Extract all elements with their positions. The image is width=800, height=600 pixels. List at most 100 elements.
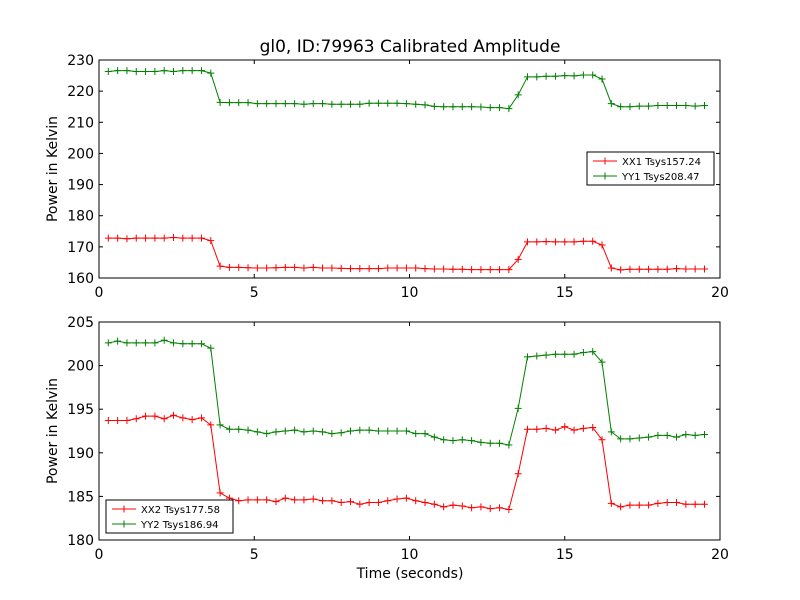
data-point	[402, 264, 410, 272]
data-point	[291, 100, 299, 108]
data-point	[402, 427, 410, 435]
data-point	[579, 237, 587, 245]
data-point	[179, 67, 187, 75]
data-point	[160, 67, 168, 75]
data-point	[542, 72, 550, 80]
data-point	[617, 503, 625, 511]
data-point	[570, 426, 578, 434]
data-point	[104, 417, 112, 425]
x-tick-label: 15	[556, 547, 574, 563]
data-point	[281, 494, 289, 502]
data-point	[132, 415, 140, 423]
data-point	[272, 100, 280, 108]
data-point	[216, 262, 224, 270]
data-point	[673, 101, 681, 109]
data-point	[235, 425, 243, 433]
data-point	[430, 265, 438, 273]
data-point	[384, 264, 392, 272]
data-point	[523, 73, 531, 81]
legend-label: XX1 Tsys157.24	[622, 157, 701, 168]
data-point	[645, 102, 653, 110]
data-point	[458, 103, 466, 111]
data-point	[244, 99, 252, 107]
data-point	[477, 103, 485, 111]
data-point	[598, 436, 606, 444]
data-point	[645, 433, 653, 441]
data-point	[356, 265, 364, 273]
data-point	[533, 238, 541, 246]
data-point	[347, 498, 355, 506]
data-point	[421, 101, 429, 109]
data-point	[673, 499, 681, 507]
data-point	[673, 433, 681, 441]
data-point	[421, 430, 429, 438]
data-point	[561, 423, 569, 431]
data-point	[635, 434, 643, 442]
data-point	[477, 438, 485, 446]
data-point	[142, 412, 150, 420]
data-point	[496, 104, 504, 112]
data-point	[430, 433, 438, 441]
y-tick-label: 200	[67, 146, 94, 162]
data-point	[291, 496, 299, 504]
data-point	[635, 265, 643, 273]
legend-label: YY2 Tsys186.94	[140, 520, 219, 531]
y-tick-label: 190	[67, 446, 94, 462]
series-YY1 Tsys208.47	[104, 67, 708, 113]
x-axis-label: Time (seconds)	[356, 566, 464, 582]
bottom-plot-panel: 0 5 10 15 20 180 185 190 195 200 205 Power in Kelvi…	[45, 315, 729, 563]
data-point	[225, 425, 233, 433]
data-point	[393, 495, 401, 503]
data-point	[188, 67, 196, 75]
y-tick-label: 190	[67, 178, 94, 194]
data-point	[365, 265, 373, 273]
data-point	[458, 436, 466, 444]
data-point	[468, 437, 476, 445]
data-point	[123, 417, 131, 425]
series-XX2 Tsys177.58	[104, 411, 708, 513]
data-point	[458, 502, 466, 510]
y-tick-label: 170	[67, 240, 94, 256]
y-tick-label: 180	[67, 209, 94, 225]
y-tick-label: 210	[67, 115, 94, 131]
data-point	[253, 264, 261, 272]
data-point	[272, 428, 280, 436]
data-point	[617, 266, 625, 274]
data-point	[458, 265, 466, 273]
data-point	[123, 235, 131, 243]
series-YY2 Tsys186.94	[104, 336, 708, 449]
data-point	[430, 102, 438, 110]
data-point	[132, 339, 140, 347]
data-point	[244, 496, 252, 504]
data-point	[374, 265, 382, 273]
data-point	[123, 339, 131, 347]
data-point	[533, 352, 541, 360]
data-point	[328, 430, 336, 438]
data-point	[319, 428, 327, 436]
data-point	[514, 470, 522, 478]
data-point	[319, 497, 327, 505]
data-point	[421, 499, 429, 507]
x-tick-label: 10	[401, 285, 419, 301]
data-point	[412, 497, 420, 505]
data-point	[337, 429, 345, 437]
data-point	[663, 101, 671, 109]
data-point	[570, 72, 578, 80]
y-tick-label: 200	[67, 359, 94, 375]
data-point	[319, 264, 327, 272]
data-point	[505, 266, 513, 274]
data-point	[356, 500, 364, 508]
data-point	[263, 100, 271, 108]
data-point	[617, 435, 625, 443]
data-point	[663, 265, 671, 273]
data-point	[626, 435, 634, 443]
data-point	[589, 237, 597, 245]
x-tick-label: 10	[401, 547, 419, 563]
data-point	[561, 350, 569, 358]
data-point	[188, 340, 196, 348]
data-point	[645, 501, 653, 509]
data-point	[384, 99, 392, 107]
data-point	[151, 234, 159, 242]
data-point	[244, 426, 252, 434]
